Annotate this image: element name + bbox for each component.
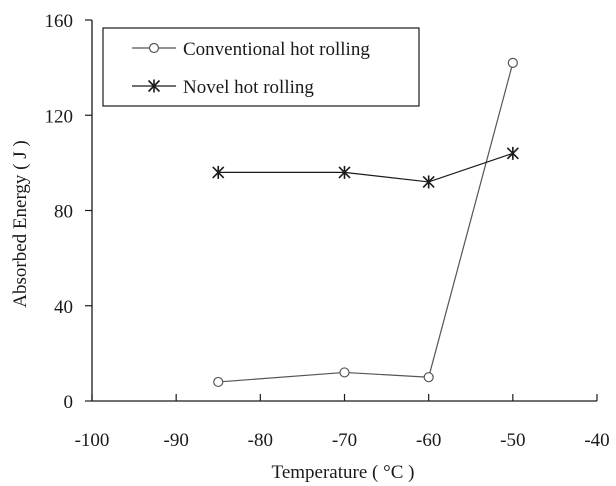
series-line — [218, 62, 514, 383]
data-point — [212, 165, 225, 179]
legend-marker — [147, 79, 161, 93]
data-point — [422, 175, 435, 189]
y-tick-label: 0 — [64, 392, 74, 413]
data-point — [507, 57, 518, 68]
x-tick-label: -50 — [500, 430, 525, 451]
series-2 — [212, 146, 519, 189]
series-1 — [213, 57, 518, 388]
x-tick-label: -80 — [248, 430, 273, 451]
data-point — [506, 146, 519, 160]
y-tick-label: 160 — [45, 11, 74, 32]
data-point — [339, 367, 350, 378]
x-axis-label: Temperature ( °C ) — [272, 462, 415, 483]
series-line — [218, 152, 514, 183]
x-tick-label: -60 — [416, 430, 441, 451]
data-point — [213, 376, 224, 388]
data-point — [423, 372, 434, 383]
x-ticks: -100 -90 -80 -70 -60 -50 -40 — [75, 394, 610, 451]
legend-label: Novel hot rolling — [183, 77, 314, 98]
legend: Conventional hot rolling Novel hot rollin… — [102, 27, 420, 107]
y-tick-label: 80 — [54, 202, 73, 223]
legend-marker — [148, 42, 160, 54]
x-tick-label: -40 — [584, 430, 609, 451]
legend-item-1: Conventional hot rolling — [132, 39, 370, 60]
legend-item-2: Novel hot rolling — [132, 77, 314, 98]
x-tick-label: -90 — [164, 430, 189, 451]
legend-box — [102, 27, 420, 107]
x-tick-label: -100 — [75, 430, 110, 451]
y-axis-label: Absorbed Energy ( J ) — [10, 140, 31, 307]
y-tick-label: 40 — [54, 297, 73, 318]
y-tick-label: 120 — [45, 106, 74, 127]
data-point — [338, 165, 351, 179]
legend-label: Conventional hot rolling — [183, 39, 370, 60]
y-ticks: 0 40 80 120 160 — [45, 11, 92, 413]
series-layer — [212, 57, 519, 388]
x-tick-label: -70 — [332, 430, 357, 451]
